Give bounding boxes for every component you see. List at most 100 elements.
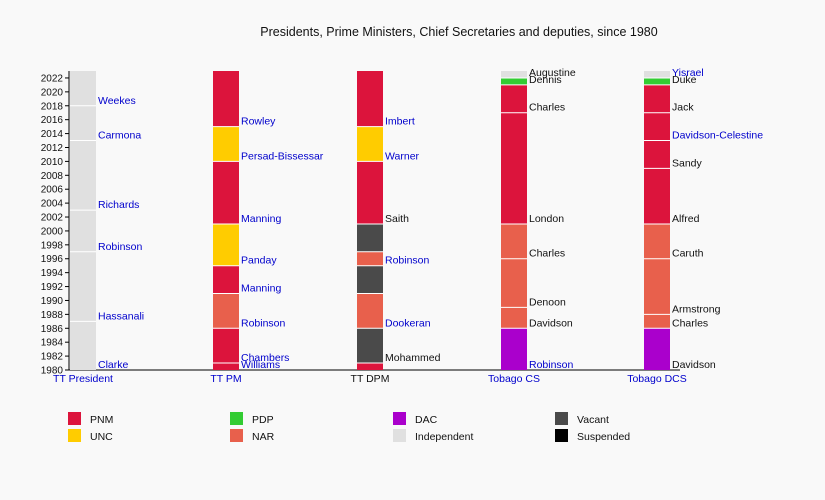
y-tick-label: 1992 — [41, 282, 64, 293]
legend-item: Vacant — [555, 412, 609, 426]
segment-bar — [501, 328, 527, 370]
segment-bar — [213, 223, 239, 266]
legend-item: NAR — [230, 429, 275, 443]
y-tick-label: 1982 — [41, 352, 64, 363]
legend-item: Suspended — [555, 429, 630, 443]
segment-bar — [213, 126, 239, 162]
legend-label: PDP — [252, 414, 274, 426]
legend-swatch — [68, 412, 81, 425]
segment-label: Saith — [385, 213, 409, 225]
y-tick-label: 1986 — [41, 324, 64, 335]
segment-bar — [213, 293, 239, 329]
segment-bar — [70, 251, 96, 322]
segment-label: London — [529, 213, 564, 225]
segment-label: Mohammed — [385, 352, 441, 364]
segment-label[interactable]: Chambers — [241, 352, 289, 364]
segment-bar — [213, 363, 239, 370]
y-tick-label: 1994 — [41, 268, 64, 279]
segment-label[interactable]: Rowley — [241, 116, 276, 128]
legend-label: UNC — [90, 431, 113, 443]
segment-label[interactable]: Hassanali — [98, 310, 144, 322]
segment-label[interactable]: Robinson — [529, 359, 574, 371]
y-tick-label: 1998 — [41, 240, 64, 251]
segment-bar — [501, 223, 527, 259]
segment-bar — [357, 265, 383, 294]
segment-bar — [357, 223, 383, 252]
segment-bar — [357, 363, 383, 370]
legend-swatch — [68, 429, 81, 442]
segment-bar — [70, 321, 96, 370]
legend-label: Vacant — [577, 414, 609, 426]
segment-label[interactable]: Davidson-Celestine — [672, 130, 763, 142]
segment-bar — [357, 126, 383, 162]
legend-label: Independent — [415, 431, 473, 443]
y-tick-label: 2016 — [41, 115, 64, 126]
y-tick-label: 2018 — [41, 101, 64, 112]
segment-bar — [501, 258, 527, 308]
segment-label[interactable]: Robinson — [98, 241, 143, 253]
legend-swatch — [555, 412, 568, 425]
segment-label[interactable]: Persad-Bissessar — [241, 150, 324, 162]
segment-label[interactable]: Weekes — [98, 95, 136, 107]
y-tick-label: 2020 — [41, 87, 64, 98]
segment-label[interactable]: Yisrael — [672, 67, 704, 79]
segment-label[interactable]: Robinson — [241, 317, 286, 329]
column-label[interactable]: TT PM — [210, 373, 241, 385]
segment-label[interactable]: Imbert — [385, 116, 415, 128]
y-tick-label: 2010 — [41, 157, 64, 168]
y-tick-label: 2022 — [41, 73, 64, 84]
column: Clarke Hassanali Robinson Richards Carmona We… — [53, 71, 144, 385]
segment-bar — [501, 84, 527, 113]
segment-bar — [70, 210, 96, 252]
segment-label[interactable]: Carmona — [98, 130, 141, 142]
segment-label[interactable]: Warner — [385, 150, 420, 162]
column-label[interactable]: TT President — [53, 373, 113, 385]
y-tick-label: 2006 — [41, 185, 64, 196]
segment-bar — [70, 140, 96, 211]
segment-label[interactable]: Robinson — [385, 255, 430, 267]
segment-label[interactable]: Panday — [241, 255, 277, 267]
segment-bar — [357, 293, 383, 329]
segment-label: Caruth — [672, 248, 704, 260]
columns: Clarke Hassanali Robinson Richards Carmona We… — [53, 67, 763, 385]
segment-label: Davidson — [529, 317, 573, 329]
segment-bar — [644, 223, 670, 259]
segment-bar — [213, 328, 239, 364]
legend: PNM UNC PDP NAR DAC Independent Vacant Suspende… — [68, 412, 630, 443]
segment-label[interactable]: Manning — [241, 283, 281, 295]
column-label[interactable]: Tobago DCS — [627, 373, 687, 385]
segment-label: Charles — [529, 248, 565, 260]
segment-label[interactable]: Richards — [98, 199, 139, 211]
segment-label: Charles — [672, 317, 708, 329]
legend-swatch — [555, 429, 568, 442]
segment-bar — [644, 84, 670, 113]
y-tick-label: 1996 — [41, 254, 64, 265]
segment-bar — [357, 161, 383, 224]
segment-bar — [644, 71, 670, 78]
segment-bar — [644, 258, 670, 315]
segment-bar — [501, 71, 527, 78]
segment-label: Alfred — [672, 213, 700, 225]
column-label: TT DPM — [351, 373, 390, 385]
y-tick-label: 2014 — [41, 129, 64, 140]
segment-bar — [644, 112, 670, 141]
segment-bar — [357, 251, 383, 266]
segment-label: Charles — [529, 102, 565, 114]
segment-bar — [70, 105, 96, 141]
segment-label[interactable]: Clarke — [98, 359, 129, 371]
segment-label: Davidson — [672, 359, 716, 371]
segment-label[interactable]: Williams — [241, 359, 280, 371]
y-axis: 1980 1982 1984 1986 1988 1990 1992 1994 1996 1998… — [41, 71, 680, 377]
y-tick-label: 2004 — [41, 199, 64, 210]
segment-label: Denoon — [529, 296, 566, 308]
column-label[interactable]: Tobago CS — [488, 373, 540, 385]
segment-label: Sandy — [672, 157, 703, 169]
segment-bar — [357, 328, 383, 364]
segment-label[interactable]: Dookeran — [385, 317, 431, 329]
segment-label[interactable]: Manning — [241, 213, 281, 225]
legend-swatch — [393, 412, 406, 425]
segment-bar — [501, 112, 527, 224]
segment-label: Dennis — [529, 74, 562, 86]
